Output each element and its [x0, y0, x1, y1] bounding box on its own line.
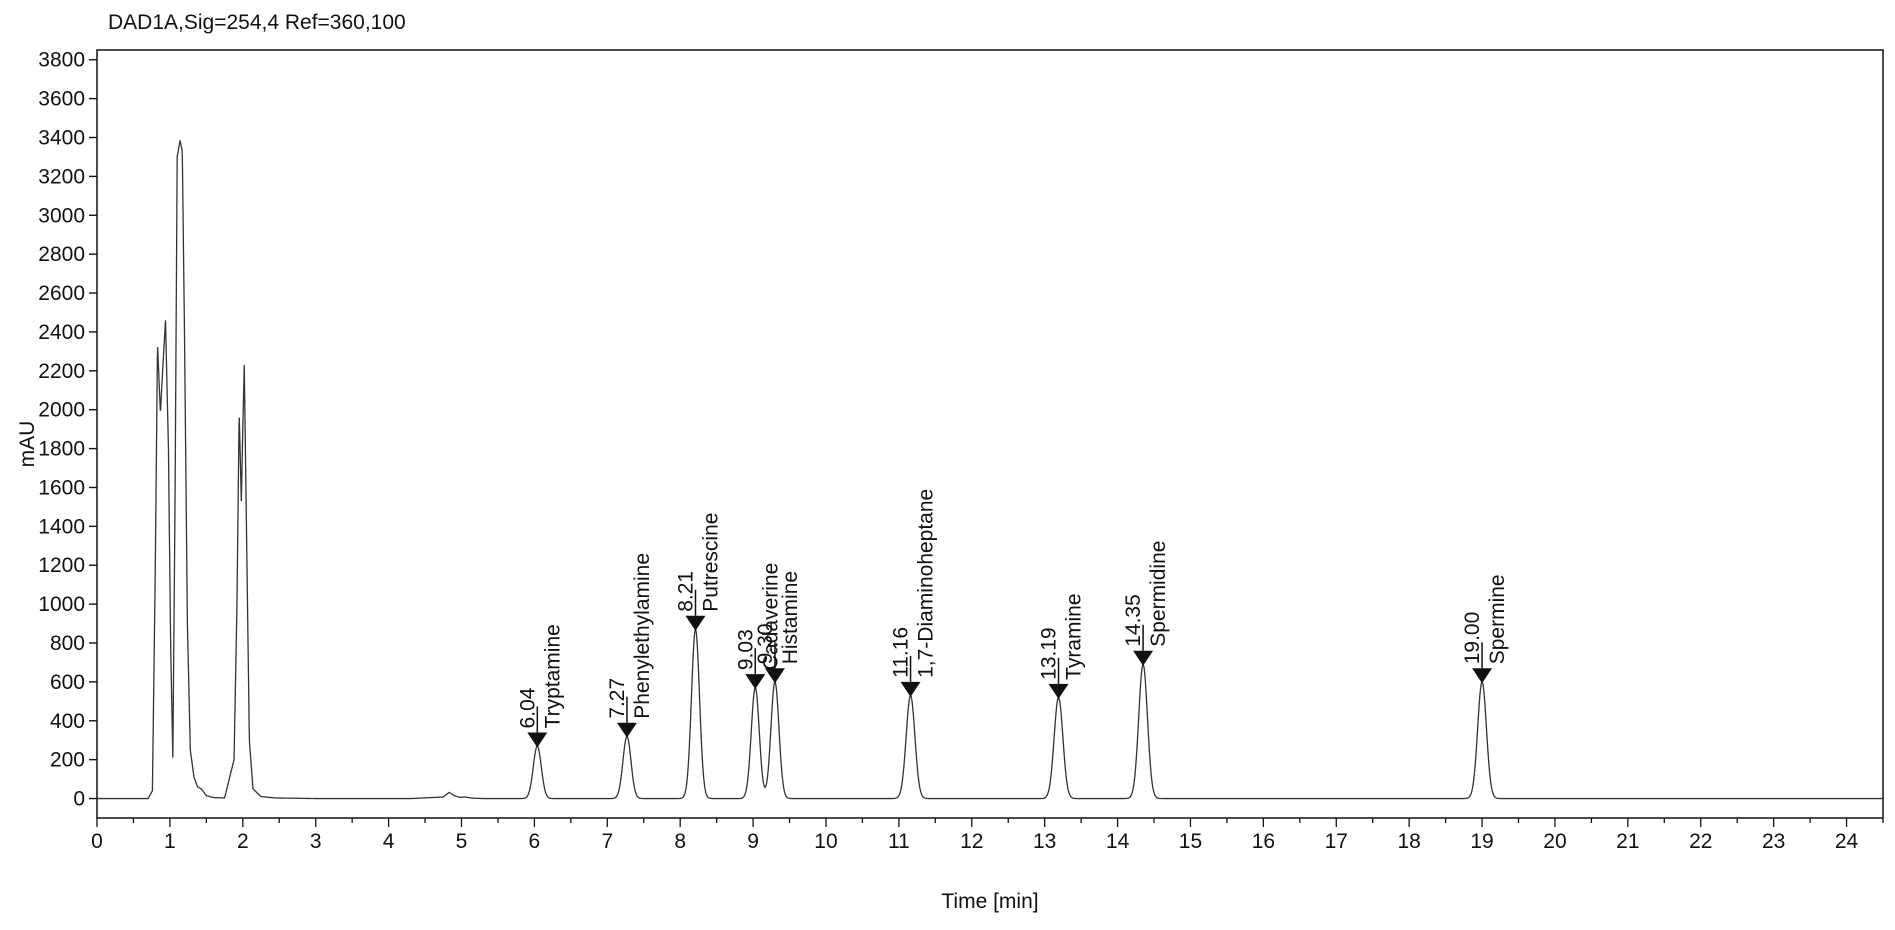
y-tick-label: 600	[50, 671, 85, 694]
x-tick-label: 6	[529, 830, 541, 853]
x-tick-label: 22	[1689, 830, 1712, 853]
y-tick-label: 800	[50, 632, 85, 655]
peak-compound-name: Tryptamine	[541, 624, 564, 728]
x-tick-label: 11	[888, 830, 910, 853]
y-tick-label: 3600	[38, 88, 85, 111]
x-tick-label: 16	[1252, 830, 1275, 853]
peak-annotation: 7.27 Phenylethylamine	[606, 553, 654, 738]
peak-marker-triangle	[745, 674, 766, 690]
peak-retention-time: 8.21	[674, 571, 697, 612]
y-tick-label: 1200	[38, 554, 85, 577]
peak-annotation: 6.04 Tryptamine	[516, 624, 564, 748]
x-tick-label: 24	[1835, 830, 1859, 853]
peak-retention-time: 9.30	[754, 623, 777, 664]
y-tick-label: 3200	[38, 165, 85, 188]
peak-marker-triangle	[1048, 683, 1069, 699]
peak-retention-time: 14.35	[1122, 594, 1145, 647]
y-axis: 0 200 400 600 800 1000 1200 1400 1600 1800 2000 220…	[38, 49, 97, 811]
peak-annotation: 8.21 Putrescine	[674, 513, 722, 631]
y-tick-label: 2000	[38, 399, 85, 422]
x-tick-label: 8	[674, 830, 686, 853]
peak-marker-triangle	[1133, 650, 1154, 666]
y-tick-label: 3400	[38, 126, 85, 149]
peak-compound-name: 1,7-Diaminoheptane	[915, 489, 938, 678]
peak-retention-time: 7.27	[606, 678, 629, 719]
y-tick-label: 200	[50, 749, 85, 772]
y-tick-label: 0	[73, 788, 85, 811]
x-tick-label: 3	[310, 830, 322, 853]
y-tick-label: 2800	[38, 243, 85, 266]
x-tick-label: 4	[383, 830, 395, 853]
x-tick-label: 12	[960, 830, 983, 853]
peak-annotation: 14.35 Spermidine	[1122, 541, 1170, 666]
y-tick-label: 2600	[38, 282, 85, 305]
y-tick-label: 1000	[38, 593, 85, 616]
peak-retention-time: 13.19	[1038, 627, 1061, 680]
x-tick-label: 9	[747, 830, 759, 853]
peak-annotation: 13.19 Tyramine	[1038, 593, 1086, 699]
y-tick-label: 3800	[38, 49, 85, 72]
x-tick-label: 20	[1543, 830, 1566, 853]
peak-compound-name: Spermine	[1486, 574, 1509, 664]
peak-compound-name: Spermidine	[1147, 541, 1170, 647]
peak-retention-time: 19.00	[1461, 612, 1484, 665]
y-tick-label: 2400	[38, 321, 85, 344]
signal-trace	[97, 140, 1883, 800]
x-axis: 0 1 2 3 4 5 6 7 8 9 10 11 12 13 14 15 16 17 18 19 20 21 22 23 24	[91, 818, 1884, 853]
x-tick-label: 23	[1762, 830, 1785, 853]
peak-annotations: 6.04 Tryptamine 7.27 Phenylethylamine 8.21 Pu…	[516, 489, 1509, 748]
x-tick-label: 10	[814, 830, 837, 853]
x-tick-label: 1	[164, 830, 176, 853]
x-tick-label: 18	[1397, 830, 1420, 853]
x-tick-label: 21	[1616, 830, 1639, 853]
peak-compound-name: Histamine	[779, 571, 802, 664]
x-axis-label: Time [min]	[941, 890, 1038, 913]
x-tick-label: 5	[456, 830, 468, 853]
y-tick-label: 1800	[38, 438, 85, 461]
peak-annotation: 9.03 Cadaverine	[734, 563, 782, 690]
x-tick-label: 0	[91, 830, 103, 853]
x-tick-label: 14	[1106, 830, 1130, 853]
y-tick-label: 1400	[38, 515, 85, 538]
x-tick-label: 19	[1470, 830, 1493, 853]
peak-marker-triangle	[685, 615, 706, 631]
x-tick-label: 13	[1033, 830, 1056, 853]
peak-marker-triangle	[1472, 668, 1493, 684]
peak-marker-triangle	[764, 668, 785, 684]
x-tick-label: 7	[601, 830, 613, 853]
y-tick-label: 2200	[38, 360, 85, 383]
peak-retention-time: 11.16	[890, 627, 913, 678]
peak-marker-triangle	[616, 722, 637, 738]
x-tick-label: 15	[1179, 830, 1202, 853]
peak-compound-name: Cadaverine	[759, 563, 782, 670]
x-tick-label: 2	[237, 830, 249, 853]
peak-annotation: 19.00 Spermine	[1461, 574, 1509, 684]
peak-retention-time: 9.03	[734, 629, 757, 670]
peak-retention-time: 6.04	[516, 687, 539, 728]
y-tick-label: 1600	[38, 476, 85, 499]
peak-annotation: 9.30 Histamine	[754, 571, 802, 684]
y-tick-label: 3000	[38, 204, 85, 227]
peak-compound-name: Phenylethylamine	[631, 553, 654, 719]
x-tick-label: 17	[1325, 830, 1348, 853]
y-tick-label: 400	[50, 710, 85, 733]
peak-marker-triangle	[900, 681, 921, 697]
chart-title: DAD1A,Sig=254,4 Ref=360,100	[108, 11, 406, 34]
y-axis-label: mAU	[16, 421, 39, 468]
peak-marker-triangle	[527, 732, 548, 748]
peak-compound-name: Putrescine	[699, 513, 722, 612]
plot-frame	[96, 49, 1884, 819]
peak-annotation: 11.16 1,7-Diaminoheptane	[890, 489, 938, 697]
peak-compound-name: Tyramine	[1063, 593, 1086, 679]
